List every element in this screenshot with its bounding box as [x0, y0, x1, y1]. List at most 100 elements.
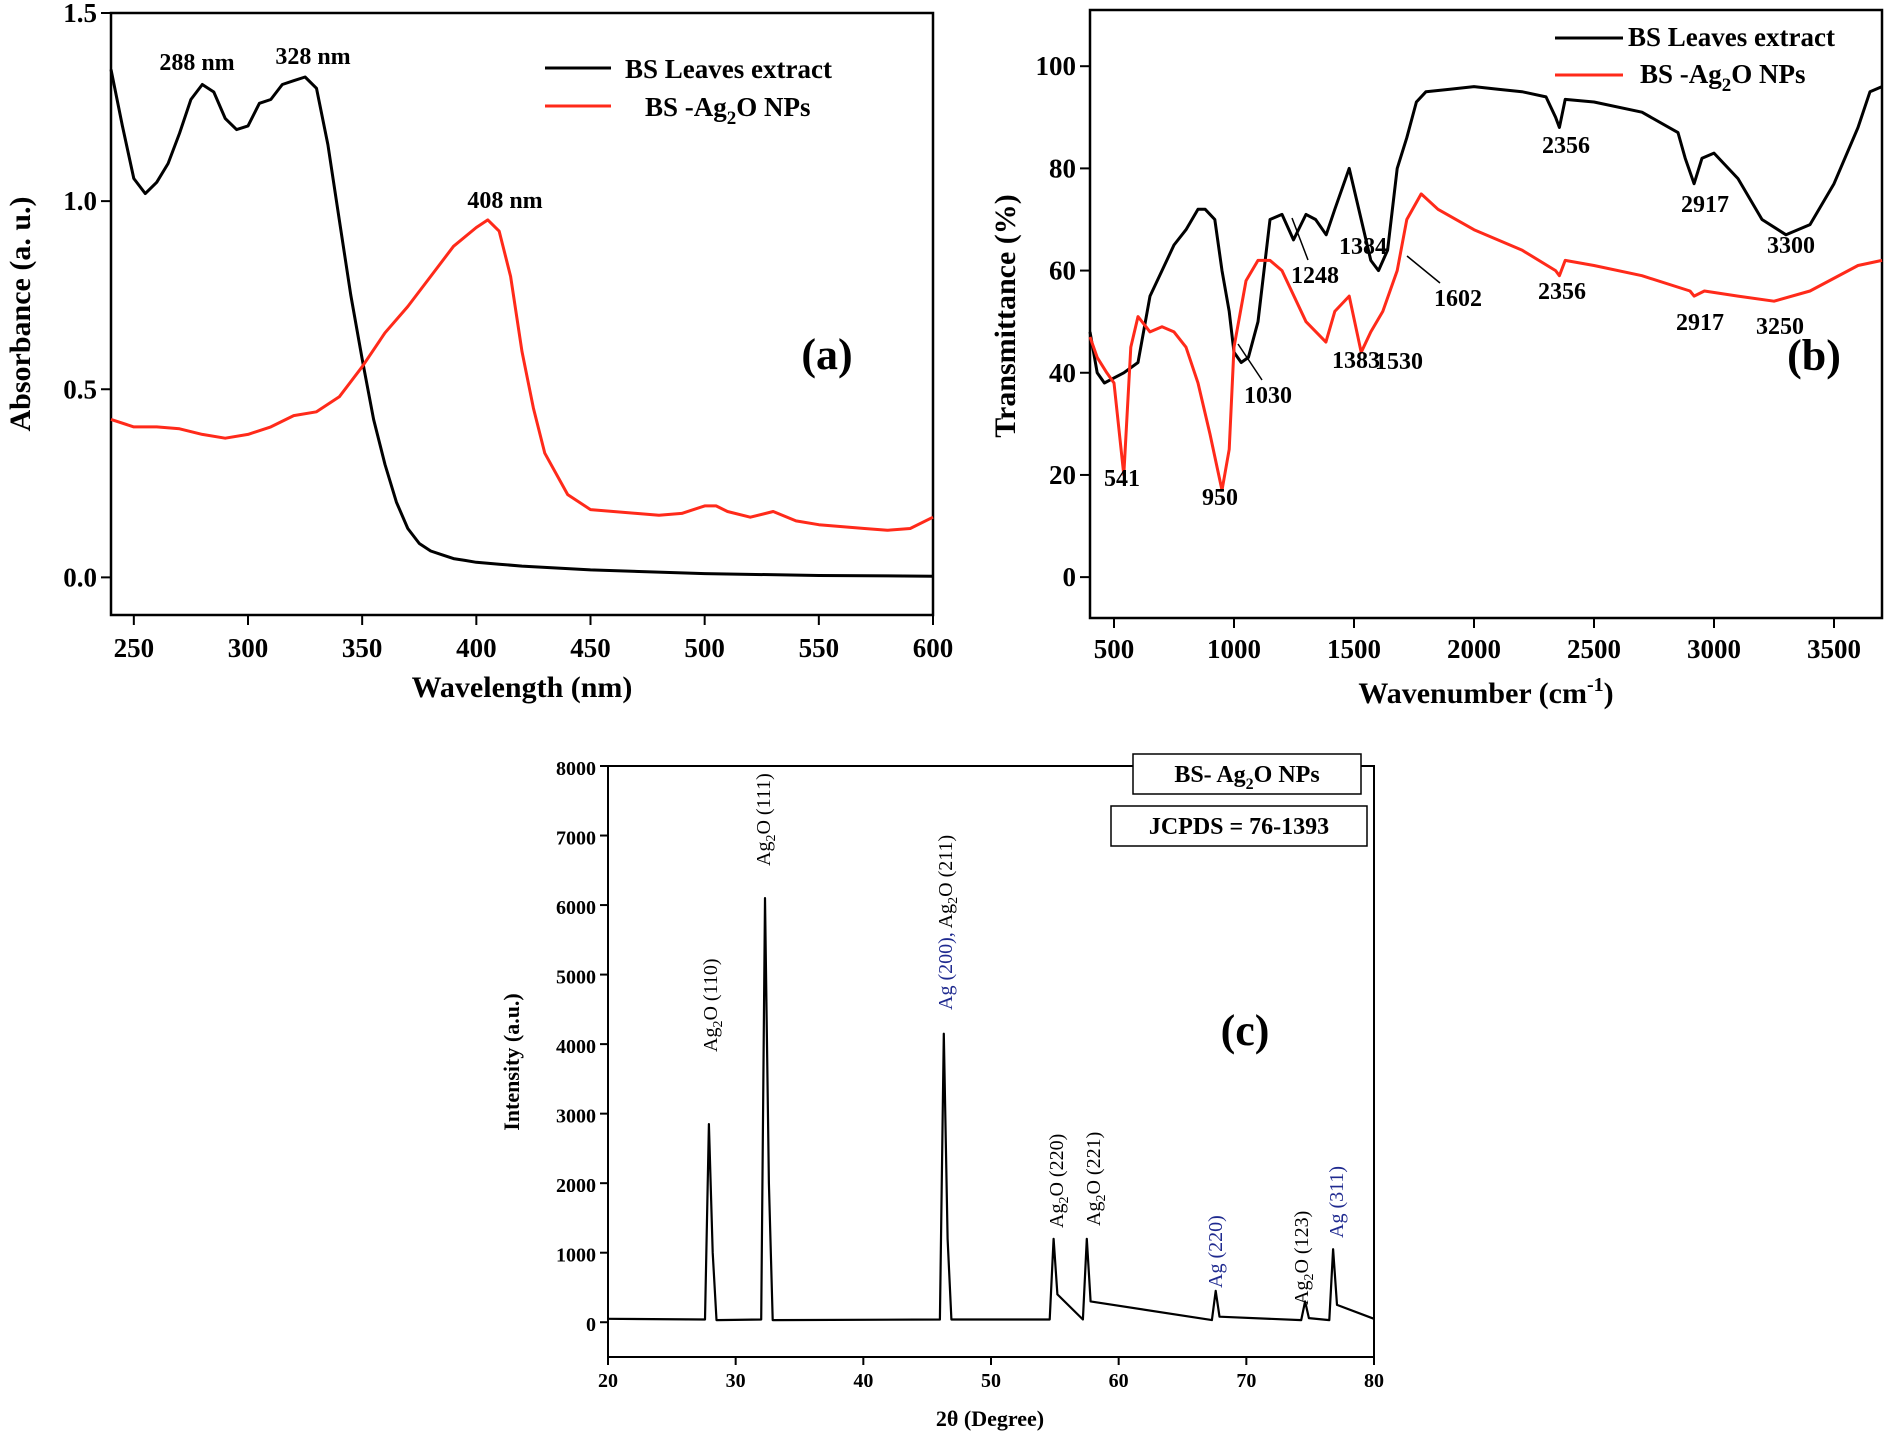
panel-c-peak-ag2o-221: Ag2O (221) [1083, 1132, 1109, 1226]
panel-b-legend-label-red: BS -Ag2O NPs [1640, 59, 1806, 96]
x-tick-label: 3500 [1807, 634, 1861, 664]
panel-b: 500 1000 1500 2000 2500 3000 3500 0 20 40 60 80 100… [989, 8, 1884, 710]
y-tick-label: 20 [1049, 460, 1076, 490]
y-tick-label: 1.5 [63, 0, 97, 28]
panel-a-peak-408: 408 nm [467, 188, 542, 214]
x-tick-label: 1000 [1207, 634, 1261, 664]
panel-b-peak-1383: 1383 [1332, 348, 1380, 374]
x-tick-label: 1500 [1327, 634, 1381, 664]
x-tick-label: 500 [684, 633, 725, 663]
x-tick-label: 80 [1364, 1370, 1384, 1392]
panel-b-peak-1530: 1530 [1375, 349, 1423, 375]
panel-c-peak-ag-311: Ag (311) [1326, 1166, 1348, 1238]
panel-a-y-axis-label: Absorbance (a. u.) [4, 196, 37, 431]
panel-b-legend: BS Leaves extract BS -Ag2O NPs [1555, 22, 1835, 96]
panel-c-info-box: BS- Ag2O NPs JCPDS = 76-1393 [1110, 753, 1368, 847]
x-tick-label: 60 [1109, 1370, 1129, 1392]
y-tick-label: 40 [1049, 358, 1076, 388]
x-tick-label: 400 [456, 633, 497, 663]
x-tick-label: 30 [726, 1370, 746, 1392]
panel-a-x-ticks: 250 300 350 400 450 500 550 600 [114, 615, 954, 663]
y-tick-label: 0 [1063, 562, 1077, 592]
series-line-primary [109, 69, 934, 578]
panel-a-peak-328: 328 nm [275, 44, 350, 70]
panel-b-peak-3250: 3250 [1756, 314, 1804, 340]
x-tick-label: 50 [981, 1370, 1001, 1392]
x-tick-label: 40 [853, 1370, 873, 1392]
panel-c-info-box-title: BS- Ag2O NPs [1174, 762, 1319, 793]
panel-b-peak-1602: 1602 [1434, 286, 1482, 312]
panel-a-y-ticks: 0.0 0.5 1.0 1.5 [63, 0, 111, 592]
panel-b-y-axis-label: Transmittance (%) [989, 194, 1022, 438]
y-tick-label: 1000 [556, 1245, 596, 1267]
x-tick-label: 500 [1094, 634, 1135, 664]
series-line-secondary [110, 218, 934, 532]
panel-c-x-ticks: 20 30 40 50 60 70 80 [598, 1357, 1384, 1392]
panel-a-legend: BS Leaves extract BS -Ag2O NPs [545, 54, 832, 129]
panel-c-peak-ag2o-111: Ag2O (111) [753, 773, 779, 866]
y-tick-label: 1.0 [63, 186, 97, 216]
panel-b-leader-1248 [1291, 217, 1309, 261]
x-tick-label: 250 [114, 633, 155, 663]
panel-a-label: (a) [801, 330, 852, 379]
panel-c-plot-frame [607, 765, 1375, 1358]
panel-c: 20 30 40 50 60 70 80 0 1000 2000 3000 4000 5000 6000… [499, 753, 1384, 1431]
y-tick-label: 6000 [556, 897, 596, 919]
panel-c-label: (c) [1221, 1006, 1270, 1055]
panel-b-peak-1248: 1248 [1291, 263, 1339, 289]
panel-b-plot-frame [1088, 8, 1884, 620]
panel-a: 250 300 350 400 450 500 550 600 0.0 0.5 1.0 1.5 Wa… [4, 0, 953, 704]
panel-b-peak-950: 950 [1202, 485, 1238, 511]
y-tick-label: 4000 [556, 1036, 596, 1058]
panel-b-legend-label-black: BS Leaves extract [1628, 22, 1835, 52]
y-tick-label: 2000 [556, 1175, 596, 1197]
panel-b-leader-1602 [1406, 255, 1441, 284]
panel-a-plot-frame [109, 11, 935, 617]
y-tick-label: 0.0 [63, 562, 97, 592]
panel-b-peak-3300: 3300 [1767, 233, 1815, 259]
y-tick-label: 60 [1049, 256, 1076, 286]
series-line-primary [1088, 85, 1883, 385]
y-tick-label: 3000 [556, 1106, 596, 1128]
y-tick-label: 5000 [556, 967, 596, 989]
panel-b-peak-2356-red: 2356 [1538, 279, 1586, 305]
x-tick-label: 450 [570, 633, 611, 663]
x-tick-label: 2000 [1447, 634, 1501, 664]
y-tick-label: 0 [586, 1314, 596, 1336]
panel-b-peak-1384: 1384 [1339, 234, 1387, 260]
panel-b-y-ticks: 0 20 40 60 80 100 [1036, 51, 1090, 592]
panel-a-legend-label-red: BS -Ag2O NPs [645, 92, 811, 129]
panel-c-info-box-reference: JCPDS = 76-1393 [1149, 814, 1329, 840]
panel-c-peak-ag-220: Ag (220) [1205, 1215, 1227, 1288]
panel-b-peak-2917-red: 2917 [1676, 310, 1724, 336]
panel-b-label: (b) [1787, 331, 1841, 380]
panel-b-x-ticks: 500 1000 1500 2000 2500 3000 3500 [1094, 618, 1861, 664]
panel-c-x-axis-label: 2θ (Degree) [936, 1406, 1044, 1431]
panel-b-series [1088, 85, 1883, 492]
panel-b-x-axis-label: Wavenumber (cm-1) [1358, 674, 1613, 710]
y-tick-label: 100 [1036, 51, 1077, 81]
panel-c-series [607, 896, 1375, 1322]
x-tick-label: 2500 [1567, 634, 1621, 664]
panel-b-leader-1030 [1237, 343, 1263, 381]
x-tick-label: 20 [598, 1370, 618, 1392]
x-tick-label: 600 [913, 633, 954, 663]
panel-c-peak-ag2o-220: Ag2O (220) [1046, 1134, 1072, 1228]
x-tick-label: 300 [228, 633, 269, 663]
panel-a-series [109, 69, 934, 578]
series-line-primary [607, 896, 1375, 1322]
x-tick-label: 550 [799, 633, 840, 663]
x-tick-label: 70 [1236, 1370, 1256, 1392]
panel-c-y-ticks: 0 1000 2000 3000 4000 5000 6000 7000 8000 [556, 758, 608, 1336]
panel-b-peak-541: 541 [1104, 466, 1140, 492]
panel-c-info-box-title-frame [1132, 753, 1362, 795]
panel-b-peak-2917-black: 2917 [1681, 192, 1729, 218]
panel-a-legend-label-black: BS Leaves extract [625, 54, 832, 84]
panel-c-y-axis-label: Intensity (a.u.) [499, 993, 524, 1131]
panel-c-peak-ag2o-123: Ag2O (123) [1291, 1211, 1317, 1305]
panel-a-peak-288: 288 nm [159, 50, 234, 76]
y-tick-label: 7000 [556, 828, 596, 850]
panel-c-info-box-ref-frame [1110, 805, 1368, 847]
x-tick-label: 350 [342, 633, 383, 663]
